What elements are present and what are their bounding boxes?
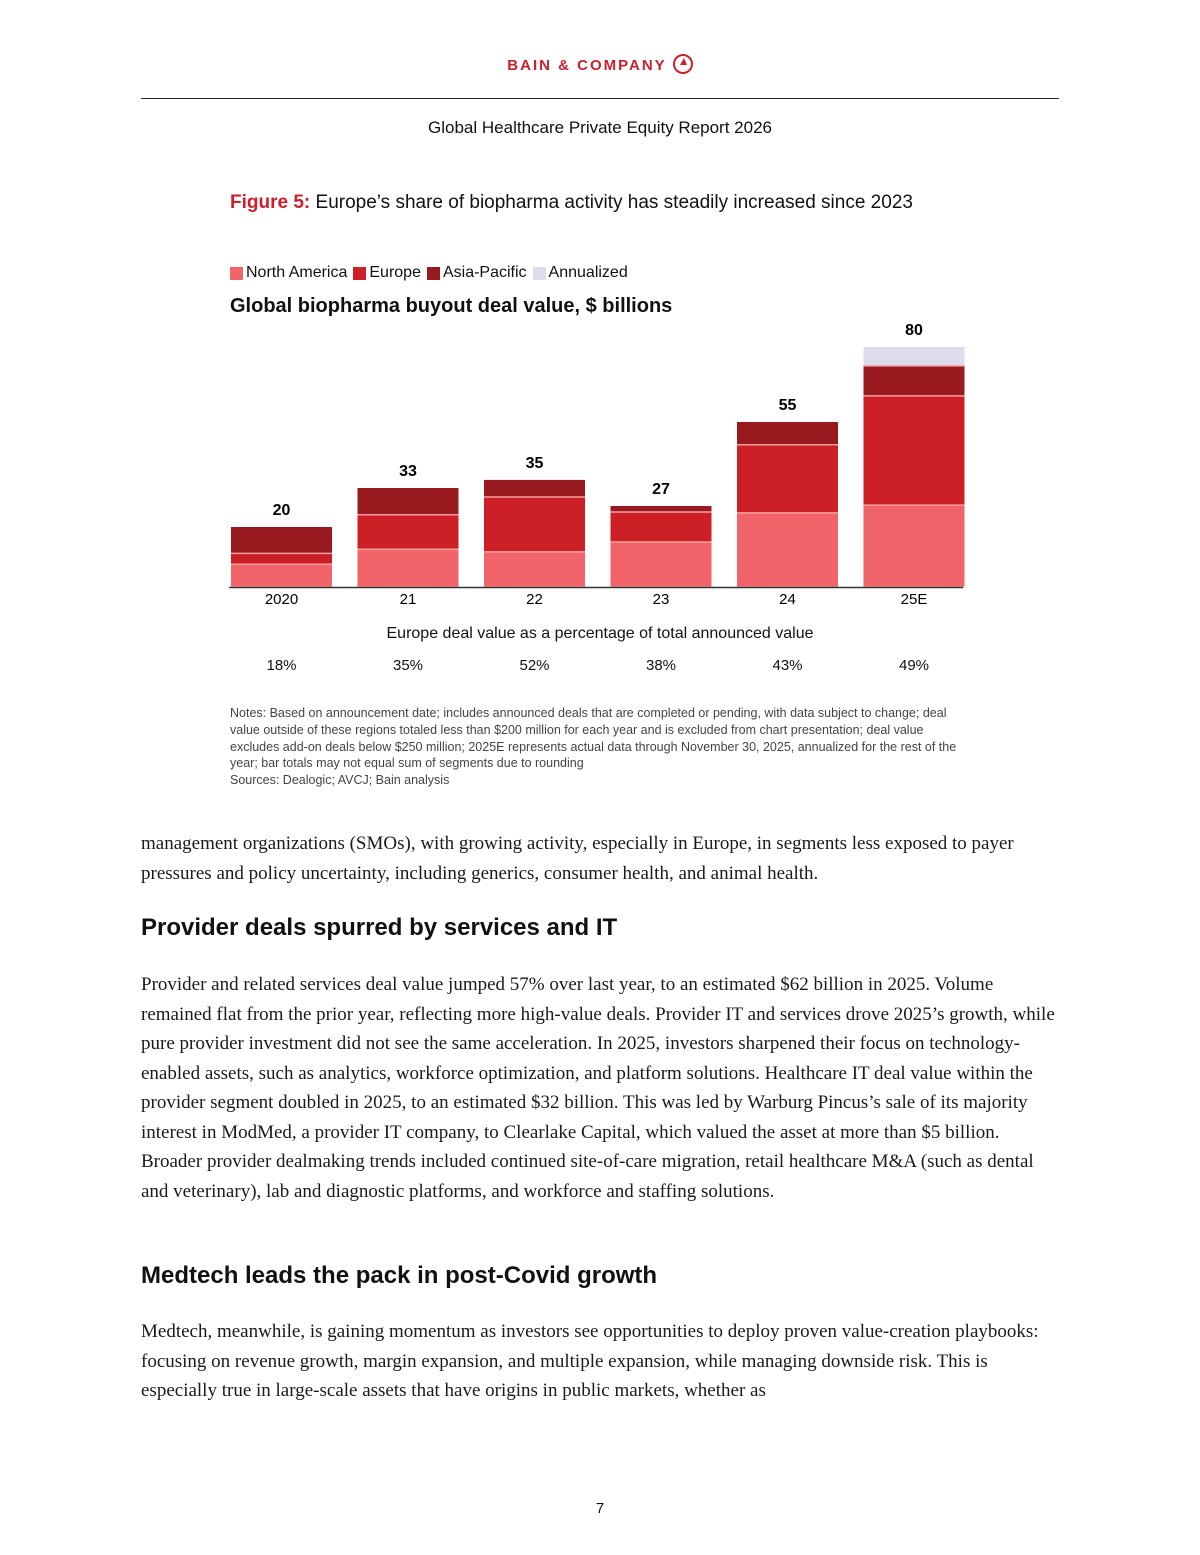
legend-label: North America [246, 264, 348, 281]
europe-percentage: 43% [772, 657, 803, 674]
section-heading: Medtech leads the pack in post-Covid gro… [141, 1262, 658, 1289]
brand-name: BAIN & COMPANY [507, 57, 667, 74]
europe-percentage: 52% [519, 657, 550, 674]
legend-item: Annualized [532, 264, 628, 282]
figure-caption: Europe’s share of biopharma activity has… [315, 192, 913, 213]
legend-swatch [532, 266, 546, 280]
legend-item: Europe [353, 264, 421, 282]
page-number: 7 [595, 1500, 605, 1517]
bar-segment [737, 422, 838, 445]
bar-segment [484, 497, 585, 552]
legend-swatch [353, 266, 367, 280]
europe-percentage: 35% [392, 657, 424, 674]
legend-label: Asia-Pacific [442, 264, 527, 281]
x-tick-label: 24 [779, 591, 796, 608]
chart-title: Global biopharma buyout deal value, $ bi… [230, 295, 673, 317]
figure-title: Figure 5: Europe’s share of biopharma ac… [230, 192, 913, 214]
europe-percentage: 38% [645, 657, 677, 674]
bar-segment [231, 564, 332, 587]
figure-label: Figure 5: [230, 192, 311, 213]
legend-swatch [426, 266, 440, 280]
bar-total-label: 80 [905, 322, 923, 339]
bar-total-label: 35 [526, 455, 544, 472]
bar-total-label: 27 [652, 481, 670, 498]
bar-segment [737, 512, 838, 587]
percentage-row-title: Europe deal value as a percentage of tot… [386, 625, 814, 642]
legend-item: North America [230, 264, 347, 282]
europe-percentage: 49% [898, 657, 930, 674]
paragraph: Medtech, meanwhile, is gaining momentum … [141, 1321, 1039, 1401]
section-heading: Provider deals spurred by services and I… [141, 914, 618, 941]
header-divider [141, 98, 1059, 99]
europe-percentage: 18% [266, 657, 297, 674]
paragraph: Provider and related services deal value… [141, 974, 1055, 1202]
bar-segment [231, 527, 332, 554]
legend-label: Annualized [548, 264, 628, 281]
bar-segment [737, 444, 838, 513]
brand-logo: BAIN & COMPANY [0, 54, 1200, 74]
report-title: Global Healthcare Private Equity Report … [428, 118, 772, 137]
legend-swatch [230, 266, 243, 280]
bar-segment [863, 347, 965, 366]
bar-total-label: 20 [273, 502, 291, 519]
x-tick-label: 25E [901, 591, 928, 608]
bar-segment [863, 365, 965, 396]
x-tick-label: 23 [653, 591, 670, 608]
bar-segment [610, 542, 712, 587]
bar-segment [484, 551, 585, 587]
bar-segment [357, 514, 459, 550]
sources-text: Sources: Dealogic; AVCJ; Bain analysis [230, 773, 450, 788]
bar-total-label: 33 [399, 463, 417, 480]
legend-label: Europe [369, 264, 421, 281]
bar-segment [357, 549, 459, 587]
bar-segment [610, 506, 712, 512]
bar-segment [231, 553, 332, 565]
bar-total-label: 55 [779, 397, 797, 414]
x-tick-label: 22 [526, 591, 543, 608]
bar-segment [863, 505, 965, 587]
legend-item: Asia-Pacific [426, 264, 527, 282]
bar-segment [357, 488, 459, 515]
x-tick-label: 2020 [265, 591, 298, 608]
paragraph: management organizations (SMOs), with gr… [141, 833, 1014, 884]
x-tick-label: 21 [400, 591, 417, 608]
bar-segment [610, 512, 712, 542]
notes-text: Notes: Based on announcement date; inclu… [230, 706, 957, 771]
bar-segment [863, 395, 965, 506]
chart-notes: Notes: Based on announcement date; inclu… [230, 705, 970, 789]
bar-segment [484, 479, 585, 497]
bain-logo-icon [672, 54, 693, 74]
chart-legend: North America Europe Asia-Pacific Annualize… [230, 264, 628, 282]
